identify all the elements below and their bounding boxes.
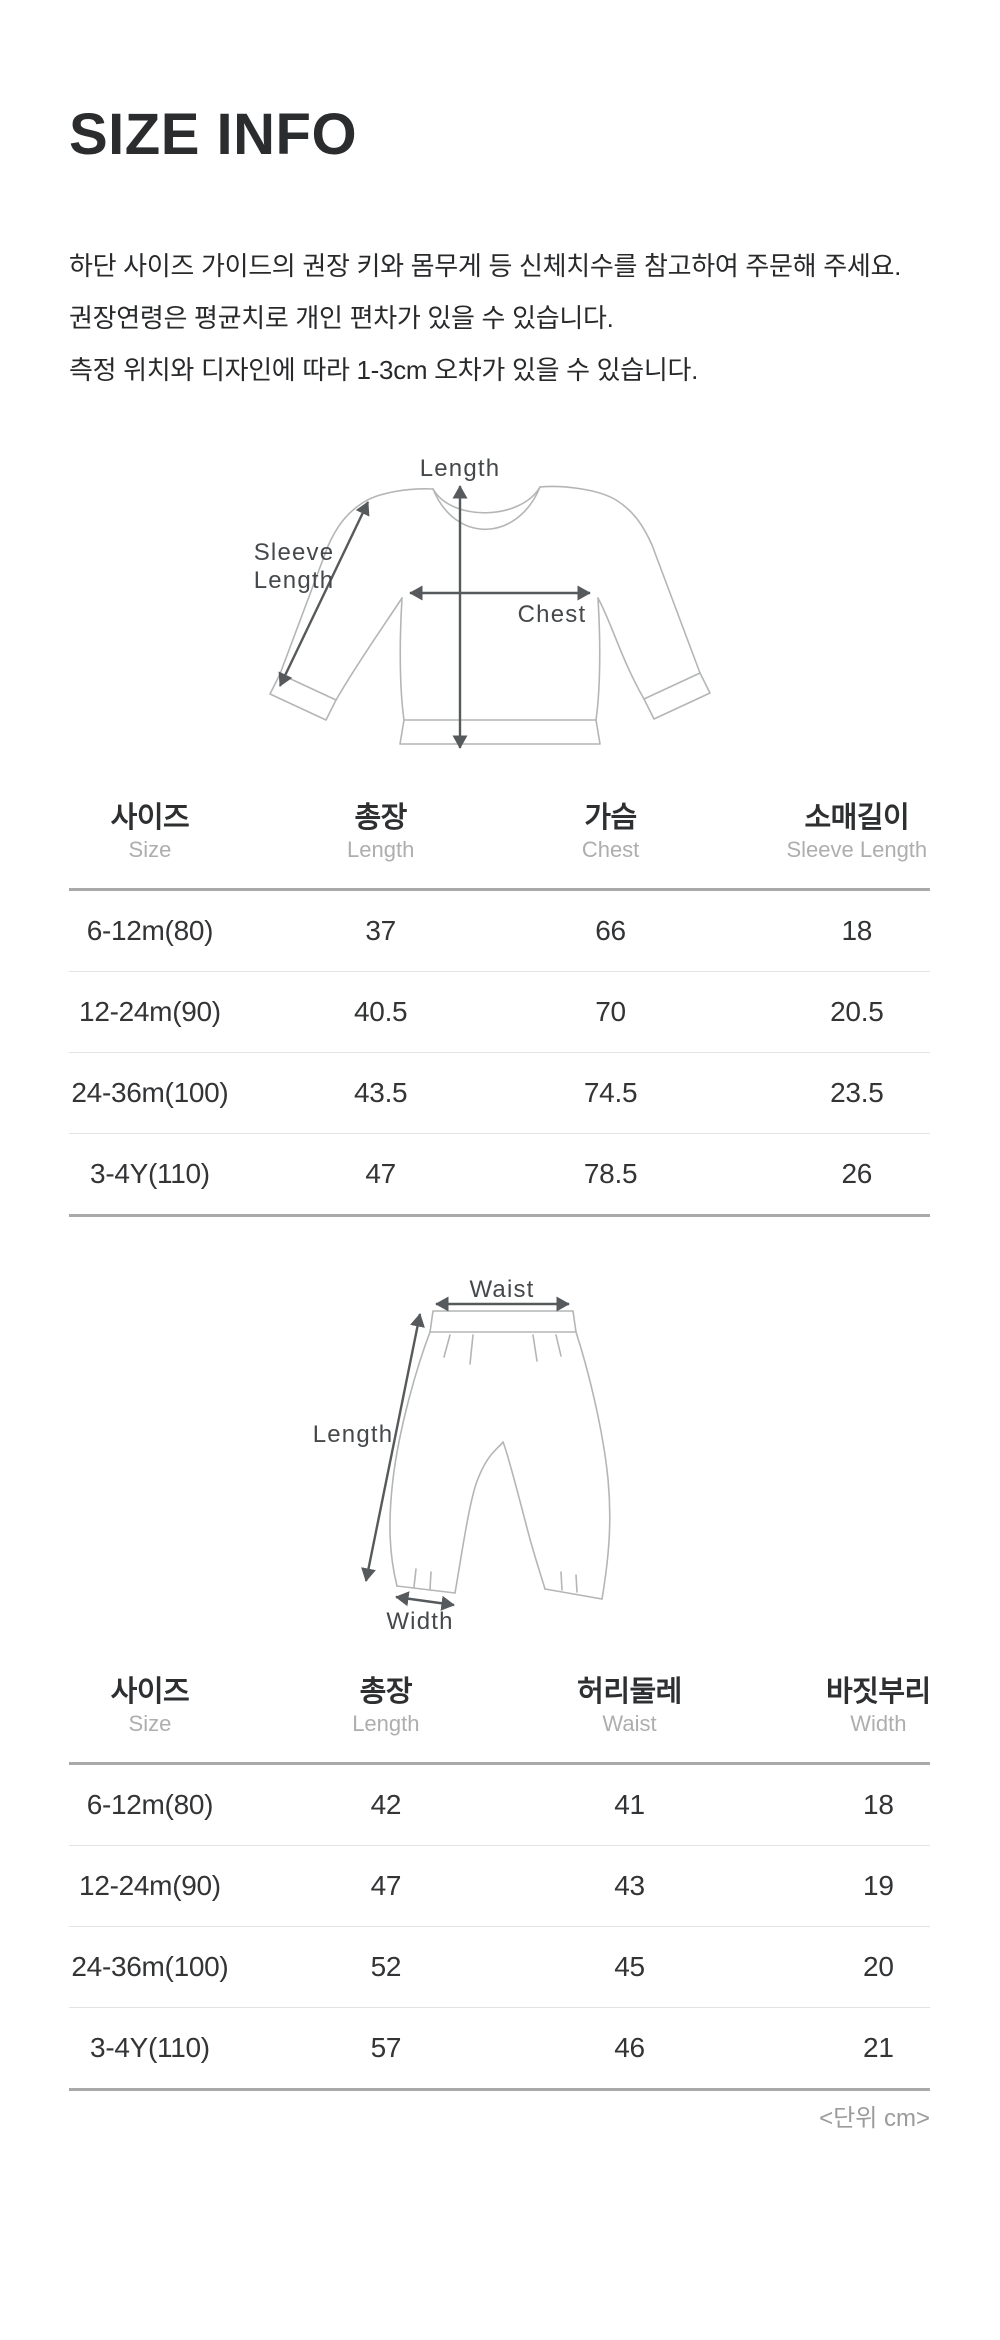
value-cell: 19 [863,1870,894,1901]
value-cell: 46 [614,2032,645,2063]
value-cell: 45 [614,1951,645,1982]
size-cell: 6-12m(80) [86,915,214,946]
table-header-row: 사이즈 Size 총장 Length 허리둘레 Waist 바짓부리 Width [69,1674,931,1765]
sleeve-length-label-line2: Length [254,567,335,594]
size-cell: 12-24m(90) [79,1870,221,1901]
table-header-row: 사이즈 Size 총장 Length 가슴 Chest 소매길이 Sleeve … [69,800,930,891]
intro-line-2: 권장연령은 평균치로 개인 편차가 있을 수 있습니다. [69,303,614,333]
value-cell: 70 [595,996,626,1027]
value-cell: 47 [370,1870,402,1901]
value-cell: 47 [365,1158,396,1189]
column-header-length: 총장 Length [347,802,415,862]
table-row: 12-24m(90) 47 43 19 [69,1846,930,1927]
value-cell: 66 [595,915,626,946]
value-cell: 78.5 [583,1158,638,1189]
waist-label: Waist [469,1276,534,1303]
table-row: 24-36m(100) 43.5 74.5 23.5 [69,1053,930,1134]
value-cell: 18 [841,915,873,946]
intro-line-3: 측정 위치와 디자인에 따라 1-3cm 오차가 있을 수 있습니다. [69,355,699,385]
bottom-garment-diagram: Waist Length Width [313,1276,611,1634]
sleeve-length-label-line1: Sleeve [254,539,335,566]
sweater-measure-arrows [278,485,591,749]
size-cell: 3-4Y(110) [90,2032,210,2063]
top-garment-diagram: Length Sleeve Length Chest [254,455,711,749]
value-cell: 20.5 [830,996,884,1027]
column-header-size: 사이즈 Size [110,1676,190,1736]
value-cell: 42 [370,1789,402,1820]
value-cell: 20 [863,1951,894,1982]
table-row: 6-12m(80) 42 41 18 [69,1765,930,1846]
size-cell: 24-36m(100) [71,1077,229,1108]
size-info-page: SIZE INFO 하단 사이즈 가이드의 권장 키와 몸무게 등 신체치수를 … [0,100,1000,2133]
value-cell: 23.5 [830,1077,884,1108]
sweater-drawing [269,485,711,745]
value-cell: 26 [841,1158,873,1189]
value-cell: 18 [863,1789,894,1820]
value-cell: 21 [863,2032,894,2063]
page-title: SIZE INFO [69,102,358,167]
table-row: 6-12m(80) 37 66 18 [69,891,930,972]
top-size-table: 사이즈 Size 총장 Length 가슴 Chest 소매길이 Sleeve … [69,800,930,1217]
value-cell: 43 [614,1870,645,1901]
intro-line-1: 하단 사이즈 가이드의 권장 키와 몸무게 등 신체치수를 참고하여 주문해 주… [69,251,902,281]
size-cell: 6-12m(80) [86,1789,214,1820]
size-cell: 12-24m(90) [79,996,221,1027]
size-cell: 3-4Y(110) [90,1158,210,1189]
size-cell: 24-36m(100) [71,1951,229,1982]
column-header-size: 사이즈 Size [110,802,190,862]
value-cell: 74.5 [583,1077,638,1108]
pants-length-arrow [361,1313,425,1582]
column-header-waist: 허리둘레 Waist [577,1676,682,1736]
column-header-sleeve-length: 소매길이 Sleeve Length [786,802,928,862]
column-header-chest: 가슴 Chest [581,802,640,862]
table-row: 3-4Y(110) 47 78.5 26 [69,1134,930,1217]
value-cell: 41 [614,1789,645,1820]
table-row: 12-24m(90) 40.5 70 20.5 [69,972,930,1053]
pants-drawing [389,1310,611,1600]
table-row: 3-4Y(110) 57 46 21 [69,2008,930,2091]
value-cell: 37 [365,915,396,946]
width-label: Width [386,1608,453,1634]
sleeve-length-arrow [278,501,370,687]
column-header-length: 총장 Length [352,1676,420,1736]
value-cell: 43.5 [354,1077,408,1108]
intro-text: 하단 사이즈 가이드의 권장 키와 몸무게 등 신체치수를 참고하여 주문해 주… [69,240,930,396]
chest-label: Chest [518,601,587,628]
table-row: 24-36m(100) 52 45 20 [69,1927,930,2008]
unit-note: <단위 cm> [819,2105,930,2132]
length-label: Length [420,455,501,482]
pants-length-label: Length [313,1421,394,1448]
value-cell: 52 [370,1951,402,1982]
width-arrow [395,1591,455,1611]
value-cell: 40.5 [354,996,408,1027]
pants-measure-arrows [361,1296,570,1611]
bottom-size-table: 사이즈 Size 총장 Length 허리둘레 Waist 바짓부리 Width… [69,1674,931,2091]
column-header-width: 바짓부리 Width [825,1676,931,1736]
value-cell: 57 [370,2032,402,2063]
